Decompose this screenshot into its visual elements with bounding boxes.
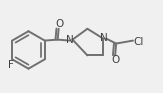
Text: N: N: [66, 35, 74, 45]
Text: F: F: [8, 60, 14, 70]
Text: O: O: [55, 19, 63, 29]
Text: O: O: [111, 55, 119, 65]
Text: Cl: Cl: [134, 37, 144, 47]
Text: N: N: [100, 33, 108, 43]
